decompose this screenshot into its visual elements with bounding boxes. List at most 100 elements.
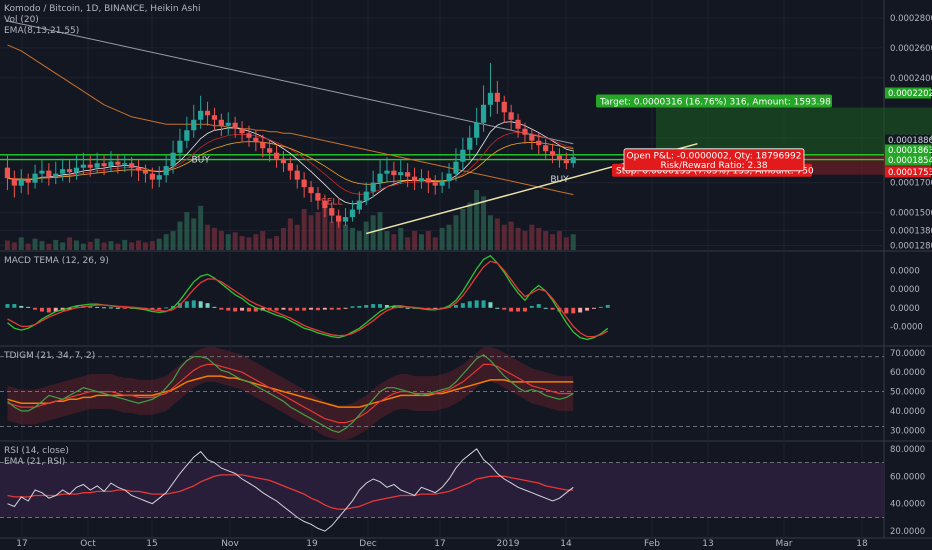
price-badge-label: 0.0001753 — [888, 168, 932, 178]
volume-bar — [129, 242, 135, 250]
volume-bar — [343, 224, 349, 250]
candle-body — [39, 170, 45, 174]
x-axis-label: 19 — [306, 539, 318, 549]
macd-histogram-bar — [378, 304, 383, 308]
volume-bar — [543, 231, 549, 250]
macd-histogram-bar — [405, 307, 410, 309]
candle-body — [267, 148, 273, 153]
volume-bar — [280, 227, 286, 250]
candle-body — [474, 122, 480, 138]
tdigm-tick-label: 70.0000 — [890, 349, 925, 359]
candle-body — [287, 163, 293, 171]
macd-histogram-bar — [557, 307, 562, 312]
macd-histogram-bar — [605, 305, 610, 308]
macd-histogram-bar — [150, 307, 155, 310]
macd-histogram-bar — [33, 307, 38, 310]
candle-body — [211, 115, 218, 120]
macd-histogram-bar — [578, 307, 583, 313]
volume-bar — [4, 240, 10, 250]
macd-histogram-bar — [322, 307, 327, 310]
macd-histogram-bar — [391, 305, 396, 308]
volume-bar — [177, 221, 183, 250]
macd-histogram-bar — [309, 307, 314, 310]
candle-body — [494, 92, 500, 102]
macd-histogram-bar — [12, 304, 17, 308]
candle-body — [184, 130, 190, 141]
candle-body — [149, 173, 155, 180]
candle-body — [467, 137, 473, 150]
macd-histogram-bar — [122, 307, 127, 309]
candle-body — [336, 215, 342, 222]
macd-histogram-bar — [302, 307, 307, 311]
volume-bar — [198, 205, 204, 250]
candle-body — [308, 187, 314, 194]
macd-histogram-bar — [74, 305, 79, 308]
volume-bar — [536, 227, 542, 250]
volume-bar — [32, 238, 38, 250]
macd-histogram-bar — [364, 305, 369, 308]
candle-body — [342, 217, 349, 222]
macd-histogram-bar — [281, 307, 286, 310]
candle-body — [101, 163, 107, 167]
macd-histogram-bar — [336, 307, 341, 310]
rsi-line — [7, 448, 574, 532]
candle-body — [87, 164, 93, 168]
macd-histogram-bar — [191, 300, 196, 308]
macd-histogram-bar — [171, 305, 176, 308]
candle-body — [536, 140, 542, 146]
volume-bar — [294, 224, 300, 250]
volume-bar — [115, 243, 121, 250]
volume-bar — [570, 234, 576, 250]
target-label: Target: 0.0000316 (16.76%) 316, Amount: … — [599, 97, 831, 107]
symbol-title: Komodo / Bitcoin, 1D, BINANCE, Heikin As… — [4, 4, 201, 14]
macd-histogram-bar — [433, 307, 438, 309]
volume-bar — [329, 221, 335, 250]
candle-body — [377, 173, 383, 183]
volume-bar — [156, 238, 162, 250]
candle-body — [425, 178, 431, 183]
volume-bar — [94, 238, 100, 250]
macd-histogram-bar — [88, 305, 93, 308]
volume-bar — [60, 242, 66, 250]
price-tick-label: 0.0001500 — [890, 209, 932, 219]
macd-histogram-bar — [102, 307, 107, 309]
candle-body — [115, 161, 121, 165]
volume-bar — [191, 218, 197, 250]
macd-histogram-bar — [495, 307, 500, 309]
volume-bar — [556, 231, 562, 250]
x-axis-label: Mar — [776, 539, 793, 549]
candle-body — [439, 181, 445, 186]
candle-body — [4, 167, 11, 179]
volume-bar — [425, 231, 431, 250]
candle-body — [446, 173, 452, 182]
candle-body — [53, 173, 59, 177]
volume-bar — [487, 215, 493, 250]
candle-body — [218, 119, 224, 126]
candle-body — [418, 178, 425, 182]
macd-histogram-bar — [295, 307, 300, 311]
volume-bar — [267, 238, 273, 250]
candle-body — [549, 151, 556, 156]
volume-bar — [439, 227, 445, 250]
volume-bar — [349, 227, 355, 250]
volume-bar — [101, 242, 107, 250]
candle-body — [135, 167, 142, 171]
rsi-tick-label: 80.0000 — [890, 445, 925, 455]
macd-histogram-bar — [467, 301, 472, 308]
macd-histogram-bar — [460, 303, 465, 308]
volume-indicator-label: Vol (20) — [4, 15, 39, 25]
candle-body — [198, 110, 204, 120]
macd-histogram-bar — [115, 307, 120, 309]
volume-bar — [239, 236, 245, 250]
candle-body — [301, 179, 307, 188]
rsi-tick-label: 40.0000 — [890, 500, 925, 510]
candle-body — [460, 149, 466, 162]
price-badge-label: 0.0002202 — [888, 89, 932, 99]
volume-bar — [108, 241, 114, 250]
volume-bar — [73, 240, 79, 250]
macd-histogram-bar — [253, 307, 258, 312]
price-badge-label: 0.0001886 — [888, 136, 932, 146]
price-tick-label: 0.0002400 — [890, 74, 932, 84]
